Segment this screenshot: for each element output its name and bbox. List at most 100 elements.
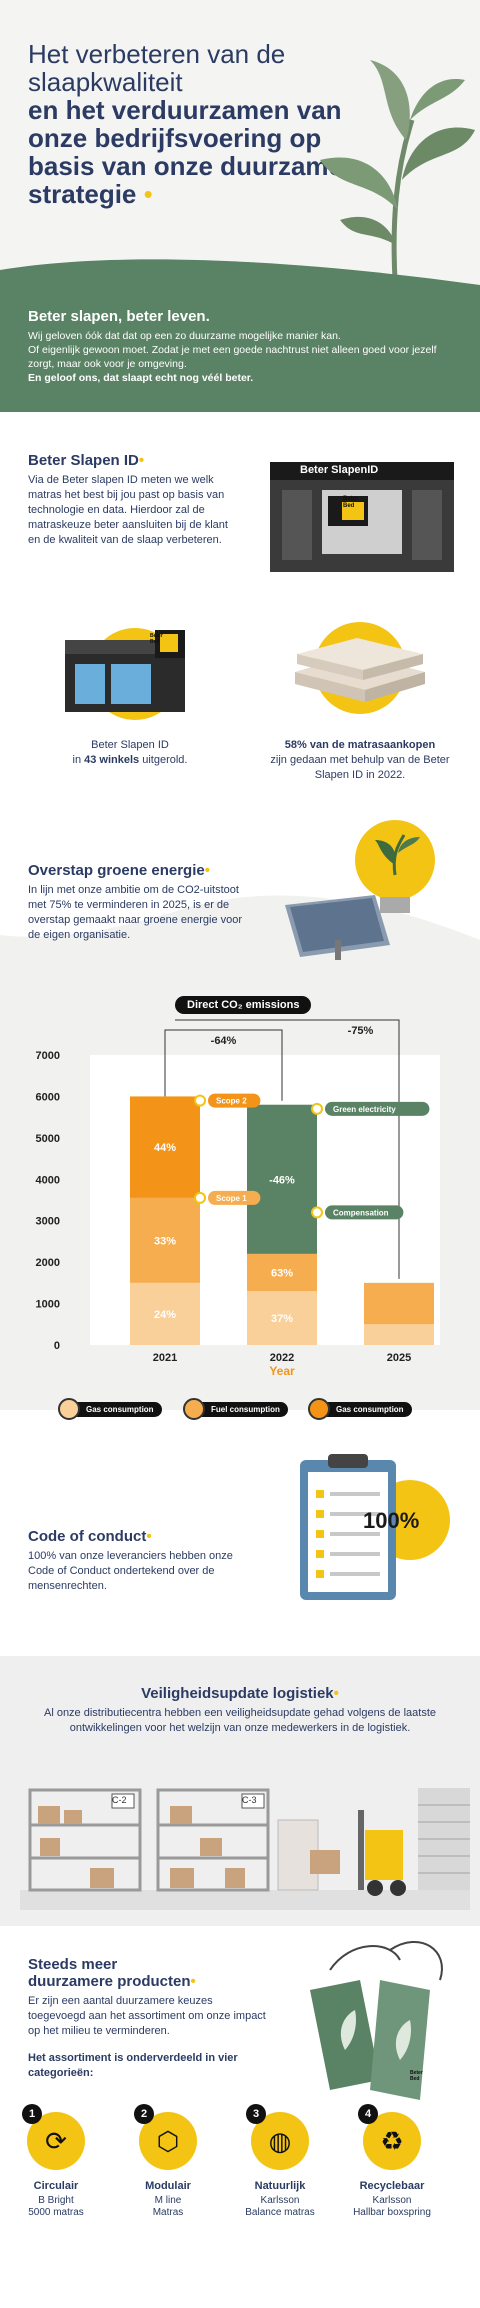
scope2-callout-dot <box>194 1094 206 1107</box>
categories-row: ⟳ 1 Circulair B Bright 5000 matras ⬡ 2 M… <box>0 2100 480 2308</box>
scope2-callout-label: Scope 2 <box>216 1097 247 1106</box>
legend-swatch <box>308 1398 330 1420</box>
intro-heading: Beter slapen, beter leven. <box>28 308 210 325</box>
bar-data-label: -46% <box>269 1174 295 1186</box>
scope1-callout-label: Scope 1 <box>216 1194 247 1203</box>
producten-heading2: duurzamere producten• <box>28 1973 196 1990</box>
bar-segment <box>247 1253 317 1292</box>
y-tick-label: 7000 <box>36 1050 60 1062</box>
hero-wave <box>0 259 480 310</box>
category-icon-circle: ♻ <box>363 2112 421 2170</box>
compensation-callout-label: Compensation <box>333 1208 389 1217</box>
stat-matrasaankopen: 58% van de matrasaankopen zijn gedaan me… <box>270 739 450 781</box>
category-product-line2: Hallbar boxspring <box>353 2207 431 2218</box>
category-item: ⟳ 1 Circulair B Bright 5000 matras <box>6 2100 106 2300</box>
conduct-block: Code of conduct• 100% van onze leveranci… <box>28 1528 258 1594</box>
rack-label-c2: C-2 <box>112 1795 127 1805</box>
scope1-callout-dot <box>194 1191 206 1204</box>
bar-data-label: 24% <box>154 1309 176 1321</box>
y-tick-label: 5000 <box>36 1133 60 1145</box>
scope2-callout-pill <box>208 1093 261 1108</box>
category-product-line2: 5000 matras <box>28 2207 84 2218</box>
legend-label: Gas consumption <box>318 1401 412 1417</box>
hero-title: Het verbeteren van de slaapkwaliteit en … <box>28 40 348 208</box>
intro-block: Beter slapen, beter leven. Wij geloven ó… <box>28 308 458 385</box>
warehouse-illustration <box>20 1788 470 1910</box>
y-tick-label: 6000 <box>36 1091 60 1103</box>
intro-band <box>0 300 480 412</box>
producten-text: Er zijn een aantal duurzamere keuzes toe… <box>28 1995 266 2037</box>
plant-illustration <box>320 60 475 280</box>
slapen-id-device <box>270 462 454 572</box>
store-logo: Beter Bed <box>150 633 163 645</box>
producten-block: Steeds meer duurzamere producten• Er zij… <box>28 1956 268 2081</box>
category-number: 4 <box>358 2104 378 2124</box>
rack-label-c3: C-3 <box>242 1795 257 1805</box>
stat-winkels: Beter Slapen ID in 43 winkels uitgerold. <box>72 739 188 766</box>
bar-segment <box>130 1096 200 1198</box>
intro-line2: Of eigenlijk gewoon moet. Zodat je met e… <box>28 344 437 370</box>
legend-item: Gas consumption <box>308 1398 412 1420</box>
x-tick-label: 2021 <box>153 1352 177 1364</box>
legend-item: Fuel consumption <box>183 1398 288 1420</box>
bar-segment <box>247 1104 317 1254</box>
y-tick-label: 2000 <box>36 1257 60 1269</box>
category-product-line1: M line <box>154 2195 182 2206</box>
category-product-line1: Karlsson <box>372 2195 412 2206</box>
bar-segment <box>364 1324 434 1345</box>
category-name: Modulair <box>145 2180 191 2192</box>
category-name: Natuurlijk <box>254 2180 306 2192</box>
intro-line3: En geloof ons, dat slaapt echt nog véél … <box>28 372 254 384</box>
recycle-icon: ♻ <box>380 2125 404 2156</box>
intro-line1: Wij geloven óók dat dat op een zo duurza… <box>28 330 341 342</box>
bar-data-label: 33% <box>154 1235 176 1247</box>
y-tick-label: 0 <box>54 1340 60 1352</box>
reduction-label-2025: -75% <box>348 1025 374 1037</box>
energy-block: Overstap groene energie• In lijn met onz… <box>28 862 248 943</box>
energy-text: In lijn met onze ambitie om de CO2-uitst… <box>28 884 243 941</box>
y-tick-label: 3000 <box>36 1216 60 1228</box>
category-name: Circulair <box>33 2180 79 2192</box>
reduction-label-2022: -64% <box>211 1035 237 1047</box>
category-name: Recyclebaar <box>359 2180 425 2192</box>
category-number: 1 <box>22 2104 42 2124</box>
legend-label: Fuel consumption <box>193 1401 288 1417</box>
category-item: ⬡ 2 Modulair M line Matras <box>118 2100 218 2300</box>
bar-data-label: 37% <box>271 1313 293 1325</box>
category-item: ♻ 4 Recyclebaar Karlsson Hallbar boxspri… <box>342 2100 442 2300</box>
category-number: 3 <box>246 2104 266 2124</box>
bar-data-label: 63% <box>271 1268 293 1280</box>
hero-title-light: Het verbeteren van de slaapkwaliteit <box>28 39 286 97</box>
conduct-text: 100% van onze leveranciers hebben onze C… <box>28 1550 233 1592</box>
globe-icon: ◍ <box>268 2125 292 2156</box>
bar-segment <box>130 1282 200 1345</box>
category-product-line1: Karlsson <box>260 2195 300 2206</box>
logistics-heading: Veiligheidsupdate logistiek• <box>141 1685 339 1702</box>
co2-chart: 0 1000 2000 3000 4000 5000 6000 7000 24% 33% 44% 20… <box>36 1019 440 1378</box>
tag-logo: Beter Bed <box>410 2070 423 2082</box>
producten-sub: Het assortiment is onderverdeeld in vier… <box>28 2052 238 2079</box>
category-product-line1: B Bright <box>38 2195 74 2206</box>
slapen-id-heading: Beter Slapen ID• <box>28 452 145 469</box>
x-tick-label: 2022 <box>270 1352 294 1364</box>
recycle-arrows-icon: ⟳ <box>45 2125 67 2156</box>
legend-swatch <box>58 1398 80 1420</box>
conduct-badge: 100% <box>363 1508 420 1533</box>
green-electricity-callout-dot <box>311 1102 323 1115</box>
logistics-block: Veiligheidsupdate logistiek• Al onze dis… <box>40 1685 440 1736</box>
bar-data-label: 44% <box>154 1142 176 1154</box>
category-number: 2 <box>134 2104 154 2124</box>
y-tick-label: 4000 <box>36 1174 60 1186</box>
x-axis-label: Year <box>269 1364 295 1378</box>
device-logo: Beter Bed <box>343 496 359 509</box>
store-illustration <box>65 628 185 720</box>
compensation-callout-dot <box>311 1206 323 1219</box>
legend-item: Gas consumption <box>58 1398 162 1420</box>
chart-legend: Gas consumption Fuel consumption Gas consu… <box>58 1398 458 1422</box>
legend-swatch <box>183 1398 205 1420</box>
hero-title-bold: en het verduurzamen van onze bedrijfsvoe… <box>28 95 343 209</box>
slapen-id-text: Via de Beter slapen ID meten we welk mat… <box>28 474 228 546</box>
conduct-heading: Code of conduct• <box>28 1528 152 1545</box>
device-label: Beter SlapenID <box>300 464 379 476</box>
energy-heading: Overstap groene energie• <box>28 862 210 879</box>
